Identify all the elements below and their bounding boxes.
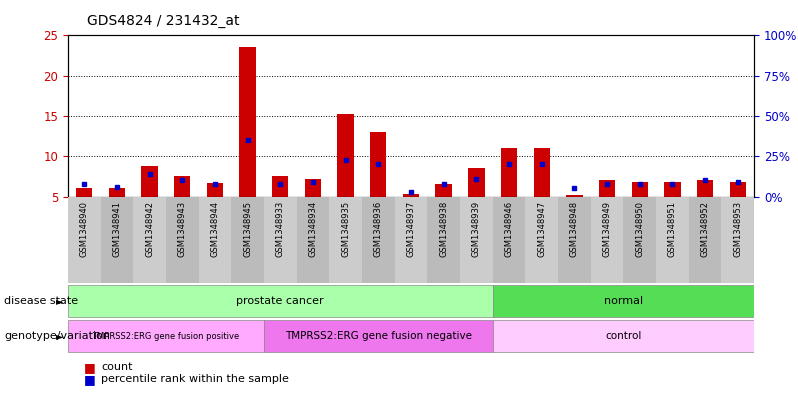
Bar [468,168,484,196]
Bar [591,196,623,283]
Text: GSM1348936: GSM1348936 [373,201,383,257]
Text: GSM1348939: GSM1348939 [472,201,481,257]
Text: GSM1348942: GSM1348942 [145,201,154,257]
Bar [297,196,330,283]
Bar [264,320,492,352]
Bar [664,182,681,196]
Bar [598,180,615,196]
Text: GDS4824 / 231432_at: GDS4824 / 231432_at [87,13,240,28]
Text: genotype/variation: genotype/variation [4,331,110,341]
Text: GSM1348938: GSM1348938 [439,201,448,257]
Bar [76,188,93,196]
Bar [558,196,591,283]
Bar [272,176,288,196]
Bar [305,179,321,196]
Text: TMPRSS2:ERG gene fusion negative: TMPRSS2:ERG gene fusion negative [285,331,472,341]
Bar [525,196,558,283]
Text: GSM1348933: GSM1348933 [276,201,285,257]
Text: GSM1348946: GSM1348946 [504,201,513,257]
Bar [492,285,754,316]
Text: ►: ► [57,331,64,341]
Bar [133,196,166,283]
Bar [101,196,133,283]
Text: GSM1348937: GSM1348937 [406,201,416,257]
Bar [174,176,191,196]
Text: prostate cancer: prostate cancer [236,296,324,306]
Text: GSM1348940: GSM1348940 [80,201,89,257]
Text: ■: ■ [84,361,96,374]
Bar [166,196,199,283]
Bar [338,114,354,196]
Bar [68,285,492,316]
Text: TMPRSS2:ERG gene fusion positive: TMPRSS2:ERG gene fusion positive [93,332,239,340]
Bar [68,196,101,283]
Text: disease state: disease state [4,296,78,306]
Text: GSM1348953: GSM1348953 [733,201,742,257]
Bar [492,196,525,283]
Bar [239,48,255,196]
Bar [403,194,419,196]
Text: GSM1348949: GSM1348949 [602,201,611,257]
Text: GSM1348947: GSM1348947 [537,201,546,257]
Bar [109,188,125,196]
Bar [656,196,689,283]
Text: GSM1348934: GSM1348934 [309,201,318,257]
Bar [623,196,656,283]
Text: GSM1348952: GSM1348952 [701,201,709,257]
Text: GSM1348951: GSM1348951 [668,201,677,257]
Text: GSM1348948: GSM1348948 [570,201,579,257]
Text: normal: normal [604,296,643,306]
Bar [330,196,362,283]
Bar [427,196,460,283]
Bar [231,196,264,283]
Text: count: count [101,362,132,373]
Bar [501,148,517,196]
Text: ■: ■ [84,373,96,386]
Text: GSM1348950: GSM1348950 [635,201,644,257]
Bar [199,196,231,283]
Bar [721,196,754,283]
Bar [631,182,648,196]
Text: GSM1348935: GSM1348935 [341,201,350,257]
Bar [68,320,264,352]
Bar [689,196,721,283]
Bar [362,196,395,283]
Text: GSM1348944: GSM1348944 [211,201,219,257]
Text: GSM1348945: GSM1348945 [243,201,252,257]
Bar [460,196,492,283]
Text: GSM1348941: GSM1348941 [113,201,121,257]
Text: GSM1348943: GSM1348943 [178,201,187,257]
Bar [436,184,452,196]
Bar [395,196,427,283]
Text: ►: ► [57,296,64,306]
Bar [567,195,583,196]
Text: control: control [605,331,642,341]
Bar [534,148,550,196]
Bar [370,132,386,196]
Bar [492,320,754,352]
Bar [141,166,158,196]
Bar [264,196,297,283]
Bar [697,180,713,196]
Text: percentile rank within the sample: percentile rank within the sample [101,374,289,384]
Bar [207,183,223,196]
Bar [729,182,746,196]
